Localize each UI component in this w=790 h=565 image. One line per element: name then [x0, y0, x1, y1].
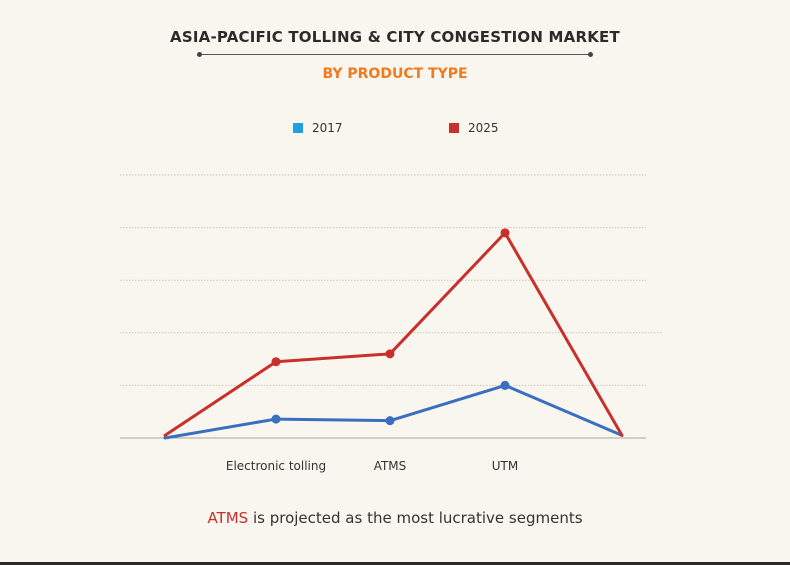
data-point-2025 [271, 357, 281, 367]
data-point-2025 [385, 349, 395, 359]
x-tick-label: UTM [492, 459, 518, 473]
data-point-2025 [500, 228, 510, 238]
series-line-2017 [163, 383, 624, 440]
data-point-2017 [271, 414, 281, 424]
divider-left-dot [197, 52, 202, 57]
bottom-bar [0, 562, 790, 565]
legend-item-2017: 2017 [293, 121, 343, 135]
chart-title: ASIA-PACIFIC TOLLING & CITY CONGESTION M… [170, 28, 620, 46]
legend-swatch-2017 [293, 123, 303, 133]
data-point-2017 [385, 416, 395, 426]
footer-note: ATMS is projected as the most lucrative … [0, 509, 790, 527]
divider-right-dot [588, 52, 593, 57]
chart-subtitle: BY PRODUCT TYPE [322, 66, 468, 82]
legend-swatch-2025 [449, 123, 459, 133]
legend-label-2017: 2017 [312, 121, 343, 135]
title-divider [197, 52, 593, 57]
footer-text: is projected as the most lucrative segme… [248, 509, 583, 527]
legend-item-2025: 2025 [449, 121, 499, 135]
x-tick-label: ATMS [374, 459, 407, 473]
x-tick-label: Electronic tolling [226, 459, 326, 473]
data-point-2017 [500, 380, 510, 390]
footer-highlight: ATMS [207, 509, 249, 527]
legend-label-2025: 2025 [468, 121, 499, 135]
